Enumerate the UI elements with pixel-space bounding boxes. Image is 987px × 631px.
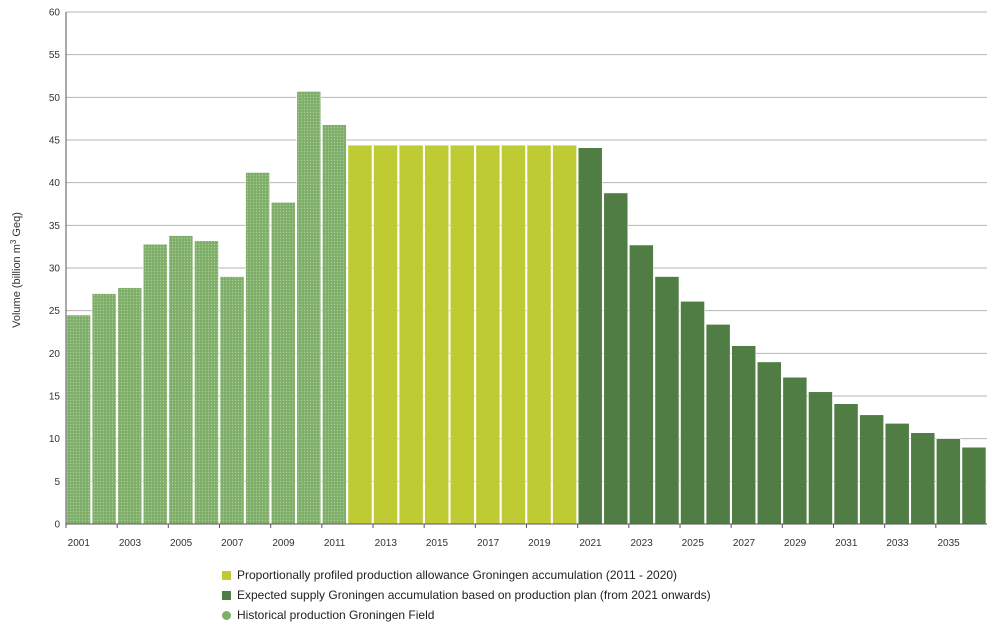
legend-item-historical: Historical production Groningen Field <box>222 605 711 625</box>
bar-2001 <box>66 314 91 525</box>
bar-2015 <box>424 144 450 525</box>
bar-2012 <box>347 144 373 525</box>
bar-2026 <box>705 324 731 525</box>
x-tick-label: 2029 <box>784 538 807 549</box>
bar-2036 <box>961 446 987 525</box>
bar-2014 <box>398 144 424 525</box>
legend: Proportionally profiled production allow… <box>222 565 711 625</box>
bar-2011 <box>322 124 347 525</box>
y-tick-label: 25 <box>49 306 61 317</box>
x-tick-label: 2023 <box>631 538 654 549</box>
y-tick-label: 10 <box>49 434 61 445</box>
x-tick-label: 2009 <box>272 538 295 549</box>
x-tick-label: 2035 <box>938 538 961 549</box>
y-axis-title: Volume (billion m3 Geq) <box>9 212 24 328</box>
bar-2025 <box>680 300 705 525</box>
x-tick-label: 2017 <box>477 538 500 549</box>
x-tick-label: 2027 <box>733 538 756 549</box>
y-tick-label: 45 <box>49 136 61 147</box>
bar-2021 <box>577 147 603 525</box>
y-tick-label: 20 <box>49 349 61 360</box>
x-tick-label: 2005 <box>170 538 193 549</box>
x-tick-label: 2025 <box>682 538 705 549</box>
x-tick-label: 2019 <box>528 538 551 549</box>
legend-swatch-historical <box>222 610 231 620</box>
bar-2033 <box>884 423 910 525</box>
x-tick-label: 2007 <box>221 538 244 549</box>
bar-2028 <box>756 361 782 525</box>
y-tick-label: 40 <box>49 178 61 189</box>
gridlines <box>66 11 987 482</box>
bar-2020 <box>552 144 577 525</box>
bar-2023 <box>629 244 654 525</box>
bar-2007 <box>219 276 245 525</box>
bar-2034 <box>910 432 936 525</box>
legend-swatch-allowance <box>222 570 231 580</box>
y-tick-labels: 0 5 10 15 20 25 30 35 40 45 50 55 60 <box>49 8 61 531</box>
bar-2016 <box>449 144 475 525</box>
x-tick-label: 2013 <box>375 538 398 549</box>
bar-2024 <box>654 276 680 525</box>
bar-2004 <box>142 243 168 525</box>
x-tick-label: 2021 <box>579 538 602 549</box>
x-tick-labels: 2001 2003 2005 2007 2009 2011 2013 2015 2017 2019… <box>65 524 961 549</box>
legend-label-expected: Expected supply Groningen accumulation b… <box>237 588 711 602</box>
bar-2032 <box>859 414 884 525</box>
legend-item-allowance: Proportionally profiled production allow… <box>222 565 711 585</box>
y-tick-label: 55 <box>49 50 61 61</box>
bar-2009 <box>270 201 296 525</box>
bar-2017 <box>475 144 501 525</box>
bar-2006 <box>194 240 219 525</box>
y-tick-label: 15 <box>49 392 61 403</box>
y-tick-label: 0 <box>54 520 60 531</box>
x-tick-label: 2033 <box>886 538 909 549</box>
legend-swatch-expected <box>222 590 231 600</box>
bar-2031 <box>833 403 859 525</box>
legend-label-historical: Historical production Groningen Field <box>237 608 435 622</box>
bar-2035 <box>936 438 961 525</box>
bar-2027 <box>731 345 757 525</box>
x-tick-label: 2003 <box>119 538 142 549</box>
bar-2003 <box>117 287 143 525</box>
bar-2005 <box>168 235 194 525</box>
bar-2008 <box>245 172 270 525</box>
x-tick-label: 2031 <box>835 538 858 549</box>
x-tick-label: 2015 <box>426 538 449 549</box>
bars <box>66 91 987 525</box>
x-tick-label: 2011 <box>324 538 346 549</box>
legend-item-expected: Expected supply Groningen accumulation b… <box>222 585 711 605</box>
bar-2029 <box>782 376 808 525</box>
bar-2019 <box>526 144 552 525</box>
bar-2018 <box>501 144 526 525</box>
y-tick-label: 50 <box>49 93 61 104</box>
y-tick-label: 60 <box>49 8 61 19</box>
bar-2010 <box>296 91 322 525</box>
y-tick-label: 35 <box>49 221 61 232</box>
y-tick-label: 5 <box>54 477 60 488</box>
bar-2030 <box>808 391 833 525</box>
legend-label-allowance: Proportionally profiled production allow… <box>237 568 678 582</box>
y-tick-label: 30 <box>49 264 61 275</box>
x-tick-label: 2001 <box>68 538 91 549</box>
bar-2002 <box>91 293 117 525</box>
bar-2022 <box>603 192 629 525</box>
bar-2013 <box>373 144 398 525</box>
